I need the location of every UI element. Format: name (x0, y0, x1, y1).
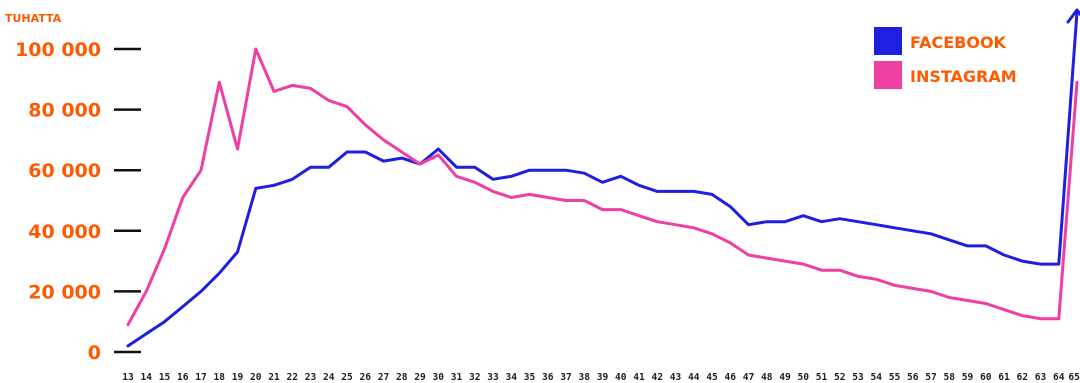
x-tick-label-36: 49 (779, 372, 791, 383)
x-tick-label-51: 64 (1053, 372, 1065, 383)
x-tick-label-39: 52 (834, 372, 846, 383)
x-tick-label-47: 60 (980, 372, 992, 383)
x-tick-label-32: 45 (706, 372, 718, 383)
x-tick-label-23: 36 (542, 372, 554, 383)
x-tick-label-49: 62 (1016, 372, 1028, 383)
x-tick-label-10: 23 (305, 372, 317, 383)
legend-label-instagram: INSTAGRAM (910, 67, 1017, 86)
x-tick-label-4: 17 (195, 372, 207, 383)
y-tick-label-5: 100 000 (15, 39, 101, 61)
x-tick-label-19: 32 (469, 372, 481, 383)
x-tick-label-28: 41 (633, 372, 645, 383)
x-tick-label-37: 50 (797, 372, 809, 383)
x-tick-label-29: 42 (651, 372, 663, 383)
x-tick-label-46: 59 (962, 372, 974, 383)
x-tick-label-20: 33 (487, 372, 499, 383)
unit-label: TUHATTA (5, 12, 62, 25)
x-tick-label-26: 39 (597, 372, 609, 383)
x-tick-label-15: 28 (396, 372, 408, 383)
y-axis: 0 20 000 40 000 60 000 80 000 100 000 (15, 39, 141, 364)
y-tick-label-1: 20 000 (28, 281, 101, 303)
legend: FACEBOOK INSTAGRAM (874, 27, 1017, 89)
y-tick-label-4: 80 000 (28, 100, 101, 122)
x-tick-label-44: 57 (925, 372, 937, 383)
x-tick-label-48: 61 (998, 372, 1010, 383)
y-tick-label-0: 0 (88, 342, 101, 364)
x-tick-label-0: 13 (122, 372, 134, 383)
y-tick-label-3: 60 000 (28, 160, 101, 182)
x-tick-label-5: 18 (213, 372, 225, 383)
series-line-instagram (126, 47, 1079, 327)
x-tick-label-1: 14 (140, 372, 152, 383)
x-tick-label-12: 25 (341, 372, 353, 383)
x-tick-label-17: 30 (432, 372, 444, 383)
x-tick-label-42: 55 (889, 372, 901, 383)
legend-label-facebook: FACEBOOK (910, 33, 1007, 52)
series-line-facebook (126, 10, 1079, 348)
x-tick-label-9: 22 (286, 372, 298, 383)
x-tick-label-7: 20 (250, 372, 262, 383)
x-tick-label-50: 63 (1035, 372, 1047, 383)
x-tick-label-35: 48 (761, 372, 773, 383)
x-tick-label-21: 34 (505, 372, 517, 383)
x-tick-label-2: 15 (159, 372, 171, 383)
x-tick-label-52: 65+ (1068, 372, 1080, 383)
x-tick-label-25: 38 (578, 372, 590, 383)
x-tick-label-16: 29 (414, 372, 426, 383)
legend-swatch-instagram (874, 61, 902, 89)
series-layer (126, 8, 1080, 348)
x-tick-label-31: 44 (688, 372, 700, 383)
legend-swatch-facebook (874, 27, 902, 55)
x-tick-label-11: 24 (323, 372, 335, 383)
x-tick-label-22: 35 (524, 372, 536, 383)
x-tick-label-30: 43 (670, 372, 682, 383)
x-tick-label-40: 53 (852, 372, 864, 383)
x-tick-label-18: 31 (451, 372, 463, 383)
x-tick-label-6: 19 (232, 372, 244, 383)
x-tick-label-45: 58 (943, 372, 955, 383)
x-tick-label-38: 51 (816, 372, 828, 383)
x-tick-label-3: 16 (177, 372, 189, 383)
x-tick-label-27: 40 (615, 372, 627, 383)
y-tick-label-2: 40 000 (28, 221, 101, 243)
x-tick-label-33: 46 (724, 372, 736, 383)
x-tick-label-43: 56 (907, 372, 919, 383)
x-tick-label-24: 37 (560, 372, 572, 383)
overflow-arrow-icon (1066, 8, 1080, 24)
x-axis: 13 14 15 16 17 18 19 20 21 22 23 24 25 26 27 28 29 30 31 32… (122, 372, 1080, 383)
x-tick-label-14: 27 (378, 372, 390, 383)
x-tick-label-41: 54 (870, 372, 882, 383)
x-tick-label-13: 26 (359, 372, 371, 383)
x-tick-label-34: 47 (743, 372, 755, 383)
x-tick-label-8: 21 (268, 372, 280, 383)
